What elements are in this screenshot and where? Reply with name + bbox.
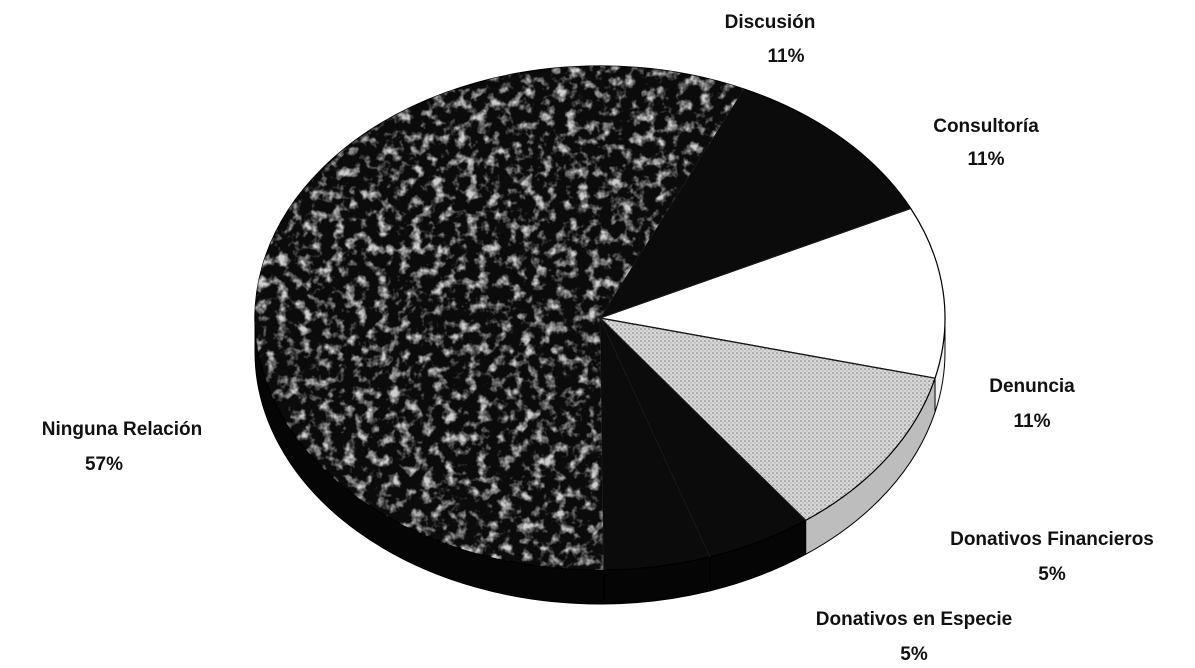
slice-percent: 5% [1038,564,1066,585]
slice-label-donativos-en-especie: Donativos en Especie 5% [816,609,1012,665]
pie-slice [598,317,936,522]
slice-name: Donativos en Especie [816,609,1012,630]
pie-slice-divider [599,317,806,521]
slice-label-discusion: Discusión 11% [725,12,816,67]
pie-slice-divider [599,317,936,379]
slice-name: Discusión [725,12,816,33]
pie-side-wall [254,317,946,605]
pie-slice [598,88,912,320]
slice-name: Ninguna Relación [42,419,202,440]
slice-percent: 11% [968,149,1005,170]
slice-percent: 11% [768,46,805,67]
slice-name: Consultoría [933,116,1039,137]
pie-slice [597,207,946,379]
slice-percent: 5% [900,644,928,665]
slice-percent: 11% [1014,411,1051,432]
slice-name: Denuncia [989,376,1075,397]
slice-label-ninguna-relacion: Ninguna Relación 57% [42,419,202,475]
slice-label-denuncia: Denuncia 11% [989,376,1075,432]
slice-label-donativos-financieros: Donativos Financieros 5% [950,529,1154,585]
slice-label-consultoria: Consultoría 11% [933,116,1039,170]
slice-name: Donativos Financieros [950,529,1154,550]
slice-percent: 57% [85,454,123,475]
pie-slice-divider [599,207,911,319]
pie-slice-divider [599,317,711,558]
